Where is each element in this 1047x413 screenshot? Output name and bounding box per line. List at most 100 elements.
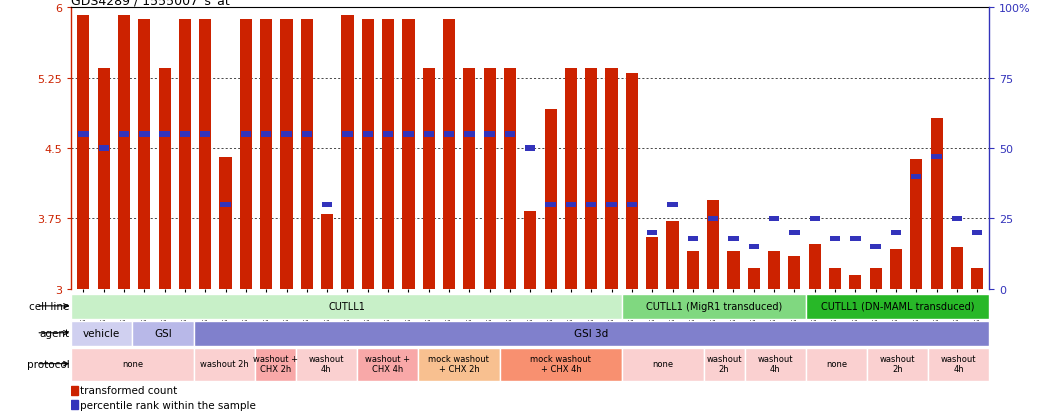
Bar bbox=[728, 252, 739, 289]
Text: none: none bbox=[121, 359, 143, 368]
Text: CUTLL1 (MigR1 transduced): CUTLL1 (MigR1 transduced) bbox=[646, 301, 782, 311]
Bar bbox=[606, 202, 617, 207]
Bar bbox=[870, 268, 882, 289]
Bar bbox=[806, 348, 867, 381]
Bar bbox=[708, 216, 718, 221]
Bar bbox=[71, 348, 194, 381]
Text: mock washout
+ CHX 2h: mock washout + CHX 2h bbox=[428, 354, 489, 373]
Bar bbox=[544, 109, 557, 289]
Bar bbox=[829, 268, 841, 289]
Bar bbox=[443, 19, 455, 289]
Bar bbox=[622, 348, 704, 381]
Bar bbox=[418, 348, 499, 381]
Bar bbox=[929, 348, 989, 381]
Text: GSI: GSI bbox=[154, 328, 172, 338]
Text: washout
2h: washout 2h bbox=[879, 354, 915, 373]
Bar bbox=[322, 202, 332, 207]
Bar bbox=[403, 132, 414, 137]
Bar bbox=[806, 294, 989, 319]
Bar bbox=[321, 214, 333, 289]
Bar bbox=[504, 69, 516, 289]
Bar bbox=[138, 19, 151, 289]
Bar bbox=[194, 348, 254, 381]
Text: protocol: protocol bbox=[26, 359, 69, 369]
Bar bbox=[221, 202, 230, 207]
Bar bbox=[910, 160, 922, 289]
Bar bbox=[707, 200, 719, 289]
Bar bbox=[383, 132, 394, 137]
Bar bbox=[687, 252, 699, 289]
Bar bbox=[808, 244, 821, 289]
Text: transformed count: transformed count bbox=[81, 385, 178, 395]
Bar bbox=[850, 236, 861, 241]
Bar bbox=[586, 202, 597, 207]
Bar bbox=[809, 216, 820, 221]
Bar bbox=[952, 216, 962, 221]
Text: agent: agent bbox=[39, 328, 69, 338]
Text: none: none bbox=[652, 359, 673, 368]
Bar bbox=[951, 247, 963, 289]
Text: vehicle: vehicle bbox=[83, 328, 120, 338]
Bar bbox=[768, 216, 779, 221]
Bar bbox=[300, 19, 313, 289]
Bar bbox=[830, 236, 840, 241]
Bar bbox=[526, 146, 535, 151]
Bar bbox=[77, 16, 89, 289]
Bar bbox=[565, 202, 576, 207]
Bar bbox=[240, 19, 252, 289]
Bar bbox=[891, 230, 901, 235]
Bar bbox=[118, 16, 130, 289]
Bar bbox=[199, 19, 211, 289]
Bar bbox=[71, 400, 77, 409]
Bar bbox=[585, 69, 598, 289]
Bar bbox=[444, 132, 454, 137]
Bar bbox=[281, 19, 292, 289]
Bar bbox=[200, 132, 210, 137]
Bar bbox=[254, 348, 295, 381]
Bar bbox=[890, 250, 903, 289]
Bar bbox=[744, 348, 806, 381]
Bar bbox=[282, 132, 292, 137]
Bar bbox=[362, 132, 373, 137]
Bar bbox=[932, 154, 942, 160]
Bar bbox=[71, 321, 132, 346]
Text: mock washout
+ CHX 4h: mock washout + CHX 4h bbox=[531, 354, 592, 373]
Bar bbox=[139, 132, 150, 137]
Bar bbox=[341, 16, 354, 289]
Text: percentile rank within the sample: percentile rank within the sample bbox=[81, 400, 257, 410]
Bar bbox=[220, 158, 231, 289]
Bar bbox=[260, 19, 272, 289]
Bar bbox=[302, 132, 312, 137]
Text: washout +
CHX 4h: washout + CHX 4h bbox=[365, 354, 410, 373]
Text: CUTLL1 (DN-MAML transduced): CUTLL1 (DN-MAML transduced) bbox=[821, 301, 975, 311]
Bar bbox=[768, 252, 780, 289]
Bar bbox=[622, 294, 806, 319]
Bar bbox=[464, 132, 474, 137]
Bar bbox=[789, 230, 800, 235]
Bar bbox=[626, 74, 638, 289]
Bar bbox=[911, 174, 921, 179]
Bar bbox=[194, 321, 989, 346]
Bar bbox=[382, 19, 395, 289]
Text: CUTLL1: CUTLL1 bbox=[328, 301, 365, 311]
Text: GDS4289 / 1555007_s_at: GDS4289 / 1555007_s_at bbox=[71, 0, 230, 7]
Bar bbox=[158, 69, 171, 289]
Bar bbox=[180, 132, 191, 137]
Text: washout
4h: washout 4h bbox=[757, 354, 793, 373]
Bar bbox=[627, 202, 637, 207]
Bar bbox=[647, 230, 658, 235]
Bar bbox=[972, 230, 982, 235]
Bar bbox=[361, 19, 374, 289]
Bar bbox=[98, 146, 109, 151]
Text: washout
4h: washout 4h bbox=[309, 354, 344, 373]
Bar bbox=[463, 69, 475, 289]
Bar bbox=[931, 119, 942, 289]
Bar bbox=[666, 222, 678, 289]
Bar bbox=[704, 348, 744, 381]
Bar bbox=[484, 69, 496, 289]
Bar bbox=[97, 69, 110, 289]
Bar bbox=[485, 132, 495, 137]
Bar bbox=[729, 236, 738, 241]
Bar bbox=[605, 69, 618, 289]
Bar bbox=[179, 19, 191, 289]
